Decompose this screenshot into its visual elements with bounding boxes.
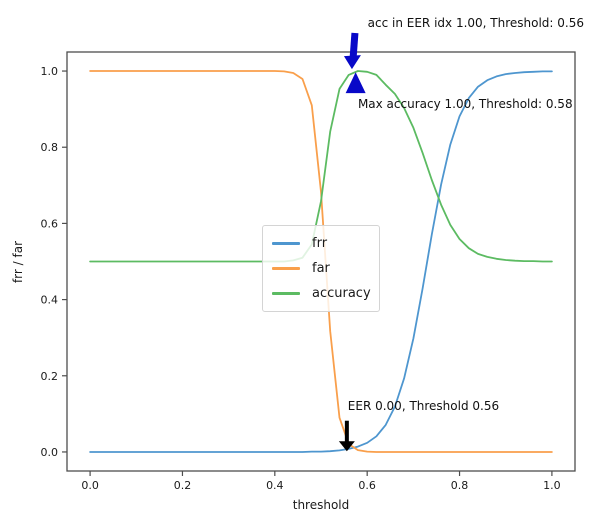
x-axis-label: threshold: [292, 498, 350, 512]
y-tick-label: 0.0: [41, 446, 59, 459]
y-tick-label: 0.8: [41, 141, 59, 154]
annotation-acc-in-eer: acc in EER idx 1.00, Threshold: 0.56: [367, 16, 585, 31]
x-tick-label: 0.0: [81, 479, 99, 492]
y-tick-label: 0.2: [41, 370, 59, 383]
annotation-arrowhead-acc-in-eer: [343, 55, 361, 70]
legend-line-far: [272, 267, 300, 270]
legend-label-accuracy: accuracy: [312, 286, 371, 301]
legend-label-far: far: [312, 261, 330, 276]
annotation-eer: EER 0.00, Threshold 0.56: [347, 399, 500, 413]
legend-line-accuracy: [272, 292, 300, 295]
x-tick-label: 0.2: [174, 479, 192, 492]
x-tick-label: 0.4: [266, 479, 284, 492]
legend-item-frr: frr: [272, 231, 371, 256]
annotation-arrowhead-eer: [338, 441, 355, 452]
series-accuracy-line: [89, 70, 553, 263]
y-tick-label: 0.4: [41, 294, 59, 307]
legend: frr far accuracy: [262, 225, 380, 312]
series-frr-line: [89, 70, 553, 453]
x-tick-label: 1.0: [543, 479, 561, 492]
legend-line-frr: [272, 242, 300, 245]
legend-item-far: far: [272, 256, 371, 281]
series-far-line: [89, 70, 553, 453]
axes-spines: [66, 51, 576, 472]
annotation-arrow-max-accuracy: [345, 72, 366, 94]
y-tick-label: 0.6: [41, 217, 59, 230]
annotation-max-accuracy: Max accuracy 1.00, Threshold: 0.58: [357, 96, 573, 111]
y-axis-label: frr / far: [11, 240, 25, 284]
y-tick-label: 1.0: [41, 65, 59, 78]
legend-item-accuracy: accuracy: [272, 281, 371, 306]
x-tick-label: 0.6: [358, 479, 376, 492]
legend-label-frr: frr: [312, 236, 328, 251]
x-tick-label: 0.8: [451, 479, 469, 492]
